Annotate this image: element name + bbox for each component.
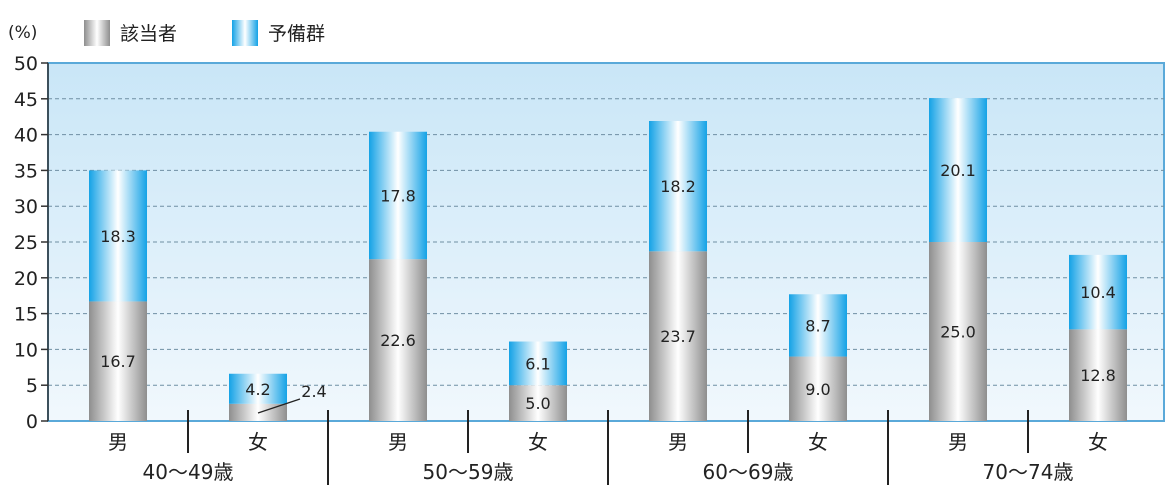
data-labels: 16.7 18.3 2.4 4.2 22.6 17.8 5.0 6.1 23.7 18.2 9.0 8… <box>100 161 1116 414</box>
x-axis: 男 女 男 女 男 女 男 女 40〜49歳 50〜59歳 60〜69歳 70〜74歳 <box>108 410 1108 485</box>
y-tick-label: 50 <box>14 53 38 75</box>
bar-gaitosha <box>789 356 847 421</box>
bar-gaitosha <box>929 242 987 421</box>
x-category-label: 女 <box>1088 430 1108 454</box>
bar-gaitosha <box>369 259 427 421</box>
data-label-yobigun: 4.2 <box>245 380 270 399</box>
y-tick-label: 5 <box>26 375 38 397</box>
x-category-label: 女 <box>248 430 268 454</box>
y-tick-label: 25 <box>14 232 38 254</box>
y-tick-label: 35 <box>14 160 38 182</box>
data-label-gaitosha: 9.0 <box>805 380 830 399</box>
data-label-gaitosha: 23.7 <box>660 327 696 346</box>
data-label-gaitosha: 25.0 <box>940 323 976 342</box>
x-category-label: 女 <box>528 430 548 454</box>
legend-label-yobigun: 予備群 <box>268 23 325 45</box>
bar-yobigun <box>509 341 567 386</box>
y-axis: 0 5 10 15 20 25 30 35 40 45 50 <box>14 53 49 433</box>
bar-yobigun <box>1069 254 1127 330</box>
x-group-label: 40〜49歳 <box>143 460 234 484</box>
bar-gaitosha <box>1069 329 1127 421</box>
bar-gaitosha <box>649 251 707 421</box>
data-label-yobigun: 18.2 <box>660 177 696 196</box>
y-tick-label: 30 <box>14 196 38 218</box>
data-label-gaitosha: 22.6 <box>380 331 416 350</box>
y-axis-unit-label: (%) <box>8 23 37 43</box>
legend-swatch-yobigun <box>232 20 258 46</box>
y-tick-label: 15 <box>14 304 38 326</box>
data-label-gaitosha: 5.0 <box>525 394 550 413</box>
y-tick-label: 0 <box>26 411 38 433</box>
bar-yobigun <box>229 373 287 404</box>
bar-yobigun <box>929 98 987 242</box>
y-tick-label: 20 <box>14 268 38 290</box>
x-group-label: 60〜69歳 <box>703 460 794 484</box>
legend-swatch-gaitosha <box>84 20 110 46</box>
data-label-yobigun: 8.7 <box>805 316 830 335</box>
bar-yobigun <box>649 120 707 252</box>
leader-line <box>257 398 301 414</box>
data-label-gaitosha: 12.8 <box>1080 366 1116 385</box>
x-category-label: 男 <box>948 430 968 454</box>
legend: 該当者 予備群 <box>84 20 325 46</box>
x-category-label: 男 <box>108 430 128 454</box>
data-label-yobigun: 10.4 <box>1080 283 1116 302</box>
y-tick-label: 45 <box>14 89 38 111</box>
bar-yobigun <box>89 170 147 302</box>
x-category-label: 男 <box>668 430 688 454</box>
data-label-yobigun: 6.1 <box>525 354 550 373</box>
bar-yobigun <box>369 131 427 260</box>
legend-label-gaitosha: 該当者 <box>120 23 177 45</box>
data-label-yobigun: 18.3 <box>100 227 136 246</box>
data-label-gaitosha: 2.4 <box>301 382 326 401</box>
y-tick-label: 10 <box>14 339 38 361</box>
bar-yobigun <box>789 294 847 357</box>
x-group-label: 70〜74歳 <box>983 460 1074 484</box>
y-tick-label: 40 <box>14 125 38 147</box>
data-label-yobigun: 17.8 <box>380 186 416 205</box>
x-category-label: 女 <box>808 430 828 454</box>
data-label-yobigun: 20.1 <box>940 161 976 180</box>
bars <box>89 98 1127 421</box>
bar-gaitosha <box>509 385 567 421</box>
data-label-gaitosha: 16.7 <box>100 352 136 371</box>
x-group-label: 50〜59歳 <box>423 460 514 484</box>
bar-gaitosha <box>89 301 147 421</box>
x-category-label: 男 <box>388 430 408 454</box>
